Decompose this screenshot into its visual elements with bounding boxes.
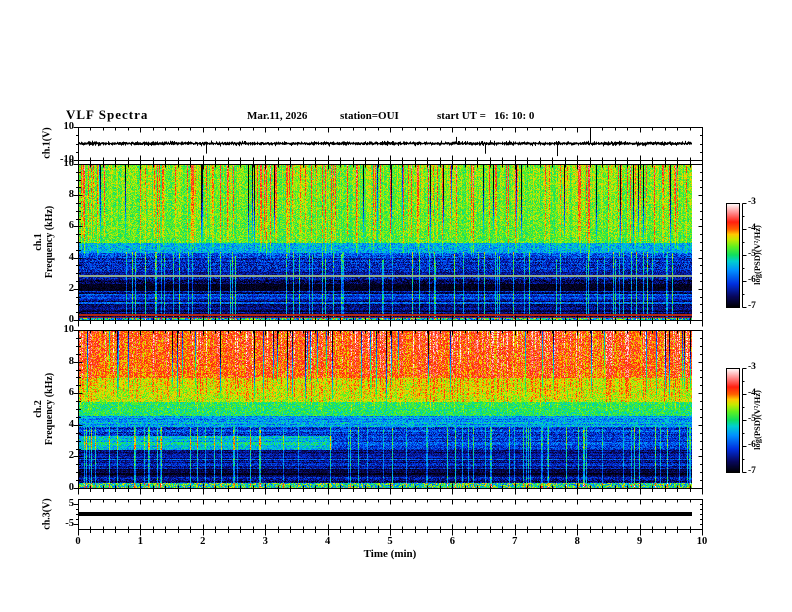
ch2_spec-ytick-label: 6 bbox=[68, 387, 74, 399]
ch3-ytick-label: 5 bbox=[68, 498, 74, 509]
colorbar-ch1-canvas bbox=[726, 203, 739, 307]
colorbar2-tick-label: -6 bbox=[748, 440, 756, 450]
x-tick-label: 5 bbox=[387, 536, 393, 547]
colorbar2-tick-label: -4 bbox=[748, 388, 756, 398]
ch1_spec-ytick-label: 4 bbox=[68, 251, 74, 263]
ch2-spectrogram-canvas bbox=[79, 331, 692, 488]
ch2_spec-ytick-label: 10 bbox=[63, 324, 75, 335]
x-tick-label: 0 bbox=[75, 536, 81, 547]
colorbar1-tick-label: -7 bbox=[748, 301, 756, 311]
x-tick-label: 2 bbox=[200, 536, 206, 547]
x-tick-label: 7 bbox=[512, 536, 518, 547]
colorbar1-tick-label: -5 bbox=[748, 249, 756, 259]
colorbar2-tick-label: -5 bbox=[748, 414, 756, 424]
ch2_spec-ytick-label: 4 bbox=[68, 418, 74, 430]
ch2-label-line1: ch.2 bbox=[33, 400, 44, 418]
ch1-wave-ytick-label: -10 bbox=[60, 154, 74, 165]
ch3-ytick-label: -5 bbox=[65, 518, 74, 529]
ch1-freq-ylabel: ch.1 Frequency (kHz) bbox=[33, 206, 55, 278]
ch1_spec-ytick-label: 8 bbox=[68, 189, 74, 201]
x-axis-title: Time (min) bbox=[363, 548, 417, 560]
colorbar1-tick-label: -3 bbox=[748, 197, 756, 207]
x-tick-label: 6 bbox=[449, 536, 456, 547]
x-tick-label: 4 bbox=[324, 536, 331, 547]
ch1_spec-ytick-label: 10 bbox=[63, 158, 75, 169]
ch1_spec-ytick-label: 2 bbox=[68, 282, 74, 294]
ch2-label-line2: Frequency (kHz) bbox=[44, 372, 55, 446]
colorbar1-tick-label: -4 bbox=[748, 223, 756, 233]
station-label: station=OUI bbox=[340, 110, 399, 122]
ch1-wave-ytick-label: 10 bbox=[63, 121, 75, 132]
start-ut-label: start UT = 16: 10: 0 bbox=[437, 110, 535, 122]
figure-title: VLF Spectra bbox=[66, 107, 149, 122]
ch1-label-line2: Frequency (kHz) bbox=[44, 205, 55, 279]
x-tick-label: 1 bbox=[137, 536, 144, 547]
x-tick-label: 9 bbox=[636, 536, 643, 547]
ch1-label-line1: ch.1 bbox=[33, 233, 44, 251]
colorbar-ch2-canvas bbox=[726, 368, 739, 472]
colorbar2-tick-label: -7 bbox=[748, 466, 756, 476]
x-tick-label: 3 bbox=[262, 536, 268, 547]
ch2_spec-ytick-label: 0 bbox=[68, 482, 74, 493]
x-tick-label: 10 bbox=[696, 536, 708, 547]
ch1-spectrogram-canvas bbox=[79, 165, 692, 320]
ch2_spec-ytick-label: 8 bbox=[68, 355, 74, 367]
colorbar2-tick-label: -3 bbox=[748, 362, 756, 372]
ch2_spec-ytick-label: 2 bbox=[68, 450, 74, 462]
ch2-freq-ylabel: ch.2 Frequency (kHz) bbox=[33, 373, 55, 445]
colorbar1-tick-label: -6 bbox=[748, 275, 756, 285]
x-tick-label: 8 bbox=[574, 536, 580, 547]
ch1_spec-ytick-label: 0 bbox=[68, 314, 74, 325]
ch1_spec-ytick-label: 6 bbox=[68, 220, 74, 232]
date-label: Mar.11, 2026 bbox=[247, 110, 308, 122]
